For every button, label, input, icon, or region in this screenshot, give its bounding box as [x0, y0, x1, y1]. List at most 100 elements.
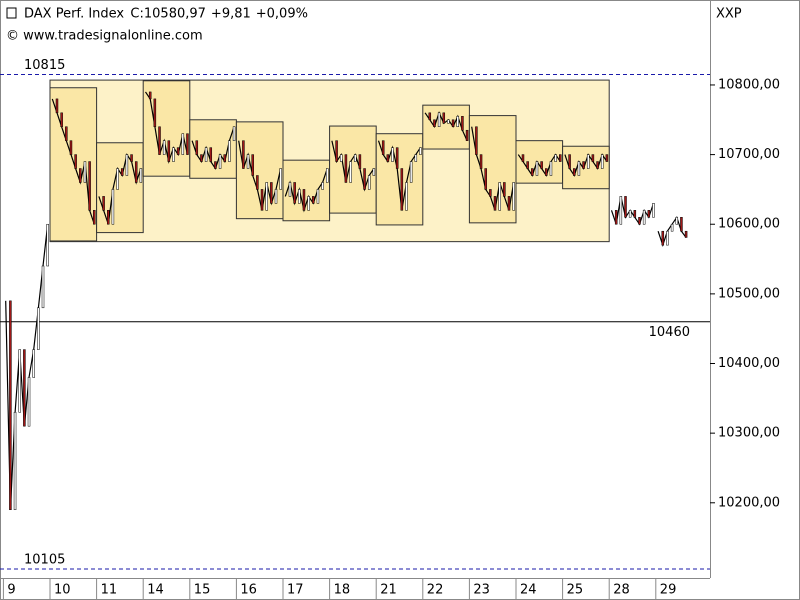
candle — [428, 112, 432, 121]
candle — [661, 230, 665, 246]
candle — [32, 349, 35, 378]
candle — [88, 161, 91, 211]
candle — [302, 189, 306, 211]
candle — [419, 147, 422, 155]
candle — [405, 182, 408, 211]
candle — [125, 154, 129, 176]
candle — [344, 154, 348, 183]
candle — [18, 349, 21, 413]
candle — [288, 182, 292, 197]
candle — [158, 126, 161, 155]
x-tick-label: 29 — [660, 583, 677, 598]
candle — [349, 161, 352, 183]
candle — [573, 168, 576, 176]
candle — [600, 154, 604, 169]
candle — [670, 223, 674, 232]
candle — [447, 119, 450, 124]
y-tick-label: 10300,00 — [718, 426, 780, 441]
candle — [218, 154, 222, 169]
icon — [6, 7, 17, 19]
price-line — [5, 224, 49, 510]
x-tick-label: 22 — [427, 583, 444, 598]
candle — [367, 175, 371, 190]
candle — [204, 147, 208, 162]
candle — [293, 182, 296, 204]
candle — [433, 119, 436, 127]
candle — [312, 196, 315, 204]
candle — [37, 307, 40, 350]
price-line — [238, 140, 282, 211]
source: © www.tradesignalonline.com — [6, 29, 203, 44]
candle — [232, 126, 236, 141]
candle — [540, 161, 543, 169]
candle — [181, 133, 185, 155]
candle — [456, 116, 459, 127]
candle — [503, 182, 506, 197]
axis-label: XXP — [716, 7, 742, 22]
price-line — [191, 126, 235, 170]
x-tick-label: 11 — [101, 583, 118, 598]
candle — [400, 168, 404, 211]
candle — [493, 196, 497, 211]
chart-title: DAX Perf. Index — [24, 7, 124, 22]
price-line — [471, 126, 515, 211]
candle — [479, 154, 483, 169]
candle — [647, 210, 651, 218]
candle — [414, 154, 418, 162]
candle — [251, 154, 254, 176]
x-tick-label: 25 — [567, 583, 584, 598]
price-line — [98, 153, 142, 225]
price-line — [331, 140, 375, 192]
candle — [521, 154, 525, 162]
candle — [228, 140, 231, 162]
candle — [65, 126, 68, 141]
candle — [559, 154, 562, 162]
y-tick-label: 10700,00 — [718, 147, 780, 162]
x-tick-label: 14 — [147, 583, 164, 598]
candle — [260, 189, 264, 211]
candle — [666, 230, 669, 246]
x-tick-label: 24 — [520, 583, 537, 598]
candle — [46, 223, 49, 267]
candle — [628, 210, 632, 218]
candle — [195, 140, 199, 155]
candle — [652, 203, 655, 218]
candle — [316, 189, 320, 204]
candle — [475, 126, 478, 155]
candle — [167, 140, 171, 162]
candle — [209, 147, 213, 162]
candle — [79, 168, 82, 183]
day-box — [329, 125, 377, 214]
level-label: 10815 — [24, 58, 65, 73]
candle — [9, 300, 12, 511]
candle — [363, 168, 366, 190]
candle — [512, 182, 515, 211]
candle — [107, 210, 110, 225]
candle — [484, 168, 487, 190]
candle — [130, 154, 133, 162]
candle — [437, 112, 441, 127]
candle — [619, 196, 623, 225]
candle — [675, 217, 679, 225]
candle — [353, 154, 357, 162]
candle — [461, 116, 464, 131]
candle — [326, 168, 329, 183]
candle — [586, 154, 590, 169]
candle — [386, 154, 390, 162]
candle — [139, 168, 143, 183]
candle — [442, 112, 446, 124]
price-line — [424, 111, 468, 141]
candle — [535, 161, 539, 176]
candle — [93, 210, 96, 225]
candle — [153, 98, 157, 127]
plot-area — [49, 79, 610, 243]
candle — [134, 161, 138, 183]
y-tick-label: 10800,00 — [718, 77, 780, 92]
x-tick-label: 10 — [54, 583, 71, 598]
y-tick-label: 10600,00 — [718, 217, 780, 232]
candle — [111, 189, 115, 225]
candle — [680, 217, 683, 232]
level-label: 10105 — [24, 552, 65, 567]
x-tick-label: 16 — [240, 583, 257, 598]
candle — [242, 140, 245, 169]
